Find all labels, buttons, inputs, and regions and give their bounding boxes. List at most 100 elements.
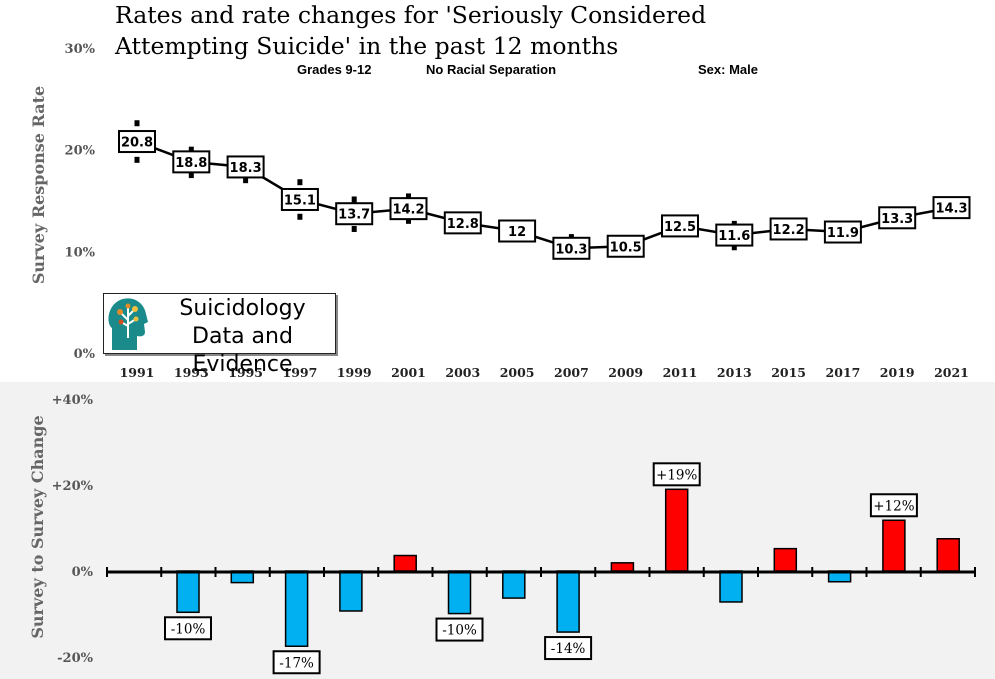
filter-grades: Grades 9-12 [297,62,372,77]
data-point-box [443,211,482,235]
data-point-box [769,217,808,241]
x-tick-label: 2007 [554,365,589,380]
error-bar-low [297,213,303,220]
chart-title-line1: Rates and rate changes for 'Seriously Co… [115,1,707,29]
change-bar [719,570,743,603]
data-point-label: 14.2 [392,203,424,218]
data-point-box [498,219,537,243]
y-tick-label-bottom: -20% [57,651,93,666]
data-point-box [172,150,211,174]
change-bar [502,570,526,599]
data-point-label: 13.3 [881,212,913,227]
data-point-box [606,234,645,258]
error-bar-low [134,156,140,163]
error-bar-low [406,217,411,224]
error-bar-high [297,179,303,186]
data-point-label: 20.8 [121,136,153,151]
rate-line [136,140,952,250]
data-point-label: 10.5 [610,240,642,255]
y-tick-label-top: 10% [65,245,96,260]
logo-line1: Suicidology [179,296,306,321]
data-point-label: 11.6 [718,229,750,244]
data-point-box [118,130,156,154]
data-point-label: 18.8 [175,156,207,171]
data-point-box [280,187,319,211]
data-point-label: 12.5 [664,220,696,235]
filter-sex: Sex: Male [698,62,758,77]
error-bar-high [188,146,194,153]
y-tick-label-top: 30% [65,42,96,57]
change-label-box [869,493,918,518]
data-point-box [878,206,917,230]
change-bar [610,562,635,572]
y-axis-label-top: Survey Response Rate [29,86,48,284]
error-bar-low [188,172,194,179]
x-tick-label: 2015 [771,365,806,380]
change-label: -17% [279,655,314,671]
error-bar-high [406,193,411,200]
y-tick-label-bottom: 0% [72,565,94,580]
data-point-label: 14.3 [935,202,967,217]
data-point-box [335,202,374,226]
change-bar [447,570,472,615]
x-tick-label: 1995 [228,365,263,380]
data-point-label: 11.9 [827,226,859,241]
change-bar [393,554,417,572]
y-tick-label-top: 0% [74,347,96,362]
change-label-box [164,616,212,641]
error-bar-high [134,120,140,127]
x-tick-label: 2009 [608,365,643,380]
change-label: +19% [656,467,697,483]
y-tick-label-top: 20% [65,144,96,159]
y-tick-label-bottom: +20% [52,479,94,494]
change-label-box [544,636,593,661]
change-bar [882,519,906,572]
change-label: -10% [442,623,477,639]
chart-title-line2: Attempting Suicide' in the past 12 month… [115,32,619,60]
data-point-label: 10.3 [555,242,587,257]
error-bar-low [731,244,737,251]
x-tick-label: 1997 [283,365,318,380]
data-point-label: 13.7 [338,208,370,223]
x-tick-label: 2021 [934,365,969,380]
data-point-label: 12 [508,225,526,240]
change-label-box [435,617,484,642]
x-tick-label: 2005 [500,365,535,380]
x-tick-label: 1999 [337,365,372,380]
change-bar [664,488,689,572]
data-point-box [552,236,591,260]
logo-line2: Data and Evidence [192,324,293,377]
data-point-label: 12.2 [773,223,805,238]
chart-title: Rates and rate changes for 'Seriously Co… [115,0,706,62]
filter-race: No Racial Separation [426,62,557,77]
error-bar-low [243,177,249,184]
data-point-label: 12.8 [447,217,479,232]
data-point-box [932,196,971,220]
change-bar [176,570,200,614]
x-tick-label: 2013 [717,365,752,380]
data-point-box [226,155,265,179]
error-bar-low [351,225,357,232]
x-tick-label: 2003 [445,365,480,380]
change-bar [936,538,960,572]
data-point-box [389,197,428,221]
error-bar-high [351,196,357,203]
y-axis-label-bottom: Survey to Survey Change [28,415,47,638]
logo: Suicidology Data and Evidence [103,293,336,377]
change-bar [773,547,798,572]
change-bar [556,570,580,633]
x-tick-label: 1993 [174,365,209,380]
change-label: -10% [171,621,206,637]
change-label-box [652,462,701,487]
data-point-label: 18.3 [230,161,262,176]
x-tick-label: 2001 [391,365,426,380]
data-point-box [823,220,862,244]
x-tick-label: 2017 [826,365,861,380]
data-point-label: 15.1 [284,193,316,208]
head-tree-icon [108,298,148,350]
y-tick-label-bottom: +40% [52,393,94,408]
x-tick-label: 2019 [880,365,915,380]
change-label: +12% [873,498,914,514]
